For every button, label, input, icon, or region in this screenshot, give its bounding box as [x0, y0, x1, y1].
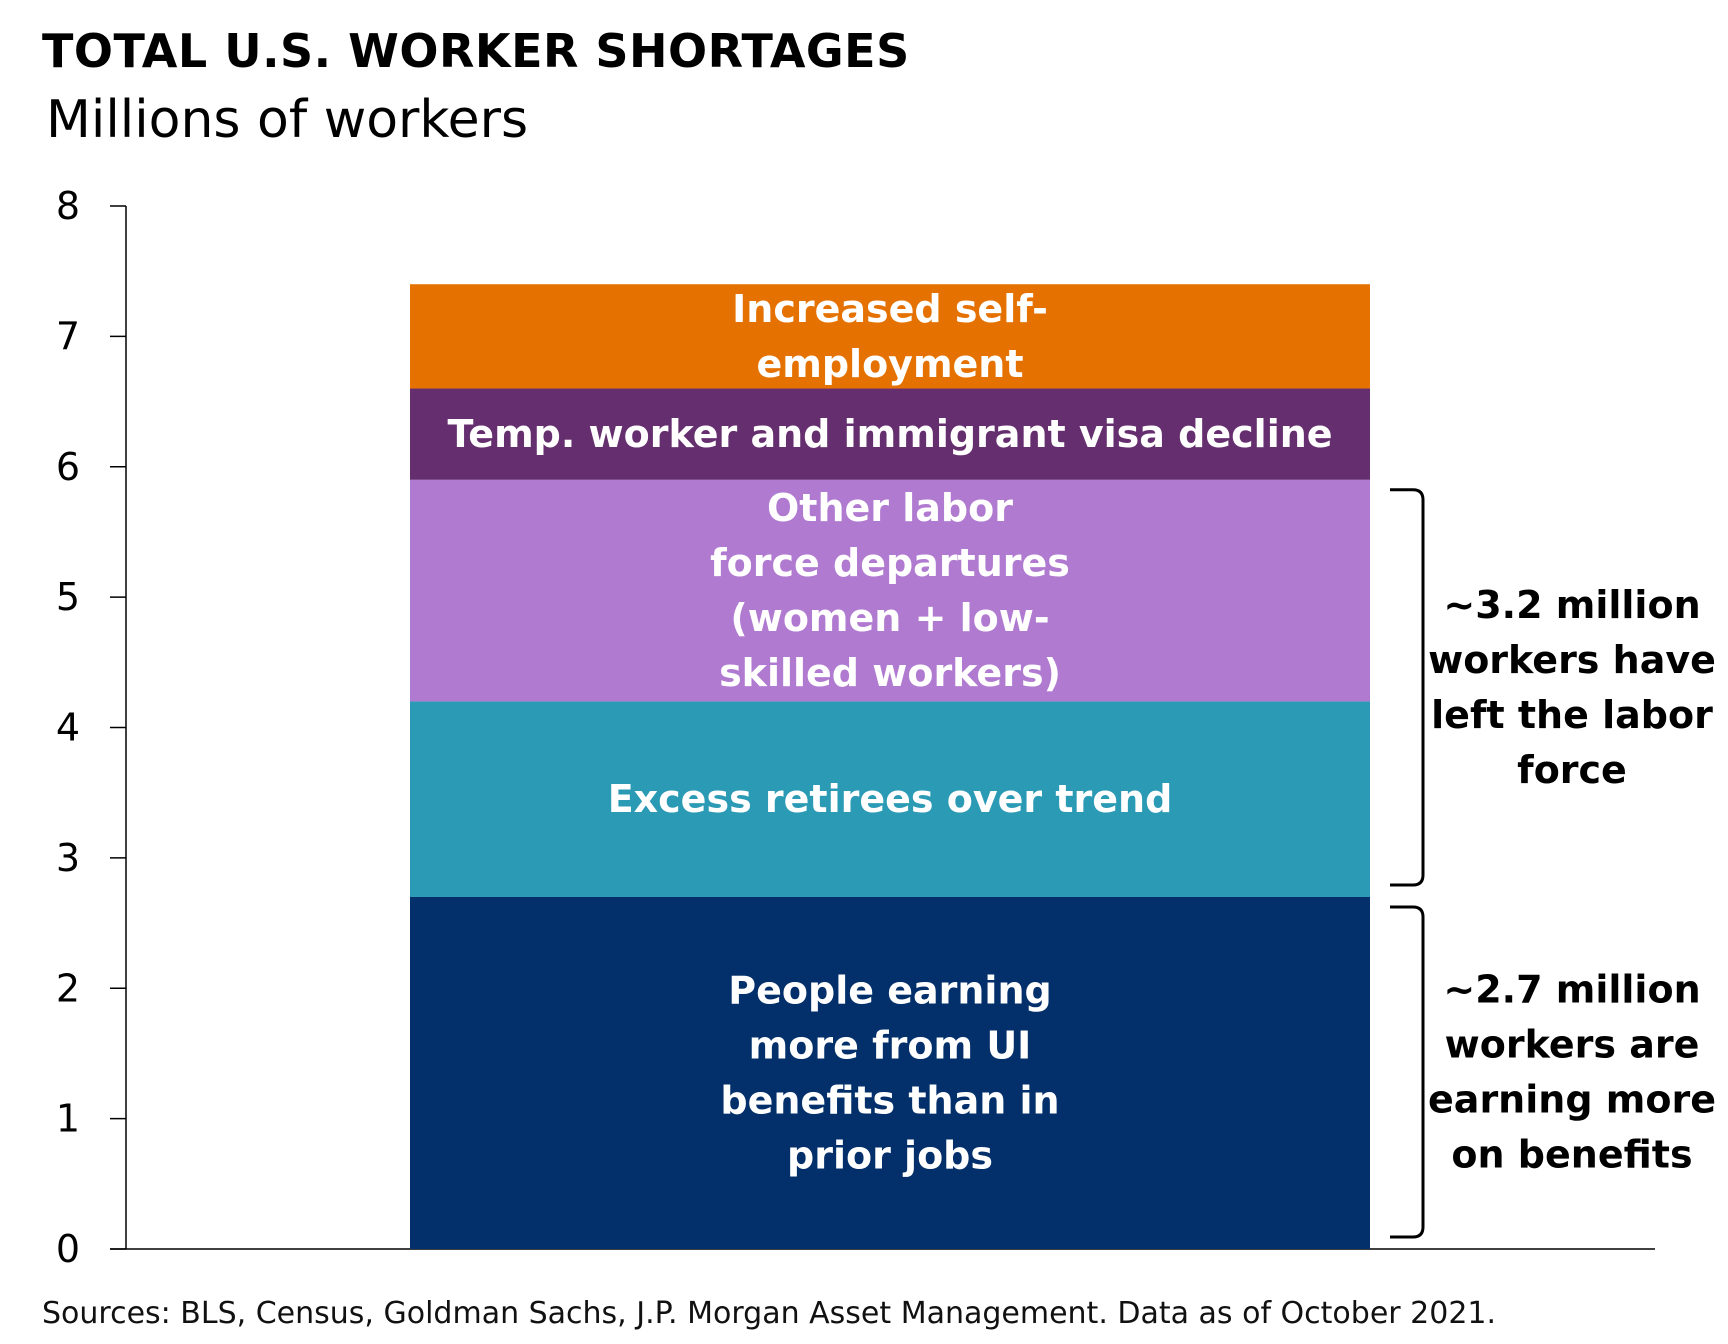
bar-segment	[410, 388, 1370, 480]
chart-subtitle: Millions of workers	[46, 90, 529, 150]
y-tick-label: 6	[56, 445, 80, 489]
annotation-layer: ~3.2 million workers have left the labor fo…	[1390, 488, 1716, 1239]
segment-label: Other labor	[767, 486, 1013, 530]
annotation-label: left the labor	[1431, 693, 1713, 737]
segment-label: People earning	[728, 968, 1051, 1012]
source-note: Sources: BLS, Census, Goldman Sachs, J.P…	[42, 1296, 1497, 1331]
y-tick-label: 3	[56, 836, 80, 880]
segment-label: skilled workers)	[719, 651, 1061, 695]
y-tick-label: 7	[56, 314, 80, 358]
annotation-label: earning more	[1428, 1077, 1716, 1121]
annotation-label: ~2.7 million	[1443, 967, 1700, 1011]
axis-layer: 0 1 2 3 4 5 6 7 8	[56, 184, 1655, 1271]
y-tick-label: 8	[56, 184, 80, 228]
segment-label: benefits than in	[720, 1078, 1059, 1122]
y-tick-label: 5	[56, 575, 80, 619]
segment-label: force departures	[710, 541, 1070, 585]
annotation-bracket	[1390, 905, 1425, 1239]
y-tick-label: 4	[56, 706, 80, 750]
segment-label: Temp. worker and immigrant visa decline	[447, 412, 1332, 456]
segment-label: (women + low-	[730, 596, 1049, 640]
annotation-label: ~3.2 million	[1443, 583, 1700, 627]
bar-segment	[410, 284, 1370, 389]
segment-label: employment	[756, 342, 1023, 386]
annotation-label: force	[1517, 748, 1627, 792]
annotation-label: workers are	[1445, 1022, 1700, 1066]
segment-label: Excess retirees over trend	[608, 777, 1173, 821]
segment-label: more from UI	[749, 1023, 1032, 1067]
bar-segment	[410, 479, 1370, 702]
bar-layer: People earning more from UI benefits than …	[410, 284, 1370, 1249]
segment-label: Increased self-	[732, 287, 1048, 331]
annotation-bracket	[1390, 488, 1425, 887]
bar-segment	[410, 701, 1370, 897]
y-tick-label: 2	[56, 966, 80, 1010]
y-tick-label: 0	[56, 1227, 80, 1271]
chart-title: TOTAL U.S. WORKER SHORTAGES	[42, 24, 910, 78]
segment-label: prior jobs	[787, 1133, 993, 1177]
bar-segment	[410, 896, 1370, 1249]
y-tick-label: 1	[56, 1097, 80, 1141]
annotation-label: on benefits	[1451, 1132, 1692, 1176]
annotation-label: workers have	[1428, 638, 1716, 682]
